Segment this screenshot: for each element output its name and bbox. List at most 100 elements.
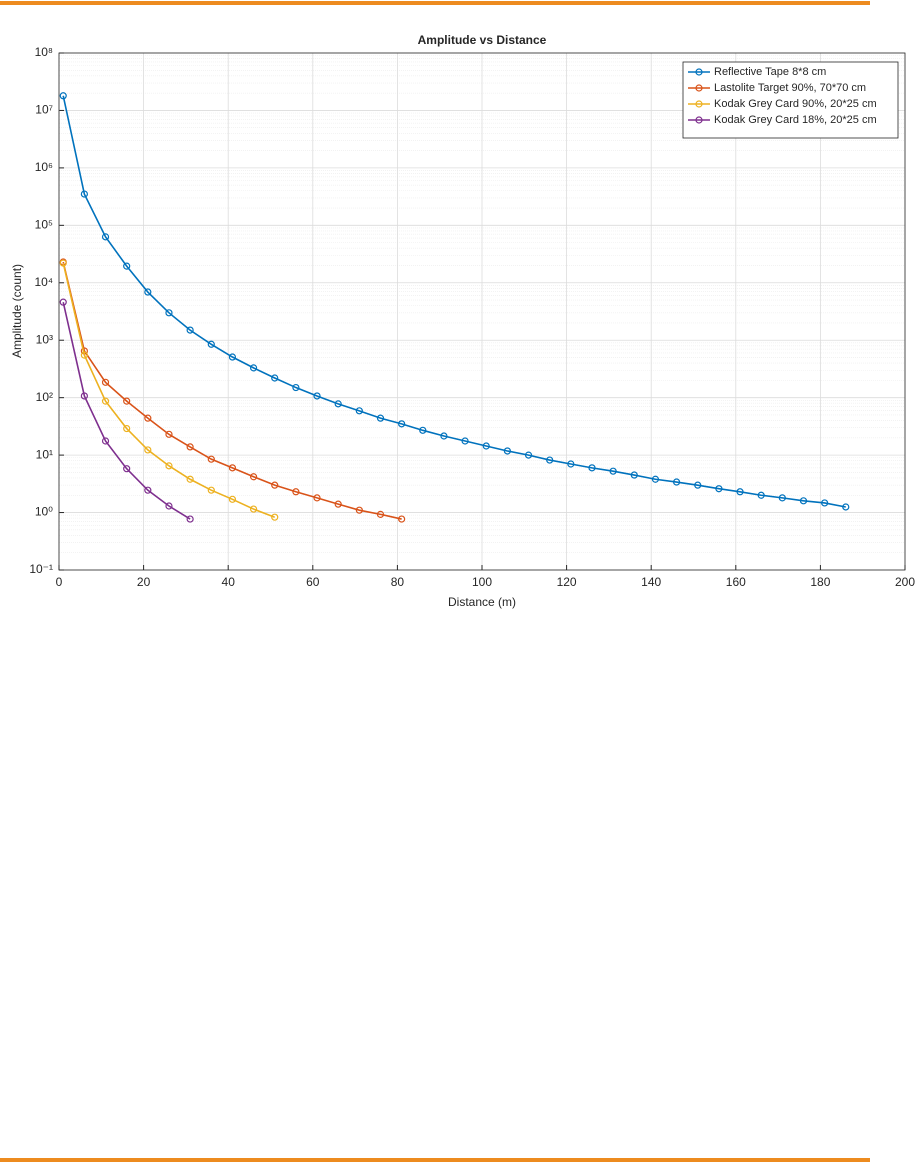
data-point — [101, 397, 110, 405]
data-point — [630, 471, 638, 479]
legend-marker — [695, 116, 703, 124]
plot-frame — [58, 52, 906, 571]
data-point — [144, 414, 152, 422]
data-point — [165, 430, 173, 438]
data-point — [419, 426, 427, 434]
y-tick-label: 10⁴ — [34, 275, 53, 289]
data-point — [461, 437, 469, 445]
data-point — [694, 481, 702, 489]
x-tick-label: 120 — [557, 575, 577, 589]
data-point — [228, 353, 237, 361]
data-point — [144, 288, 152, 296]
data-point — [186, 475, 194, 483]
data-point — [123, 424, 131, 433]
data-point — [59, 92, 67, 100]
data-point — [228, 464, 237, 472]
data-point — [271, 513, 279, 521]
x-tick-label: 140 — [641, 575, 661, 589]
y-tick-label: 10⁵ — [35, 218, 53, 232]
y-axis-label: Amplitude (count) — [10, 264, 24, 358]
data-point — [736, 488, 744, 496]
data-point — [503, 447, 511, 455]
data-point — [101, 437, 110, 445]
data-point — [144, 486, 152, 494]
y-tick-label: 10² — [36, 390, 53, 404]
data-point — [334, 500, 342, 508]
data-point — [59, 259, 67, 267]
chart-title: Amplitude vs Distance — [418, 33, 547, 47]
data-point — [440, 432, 448, 440]
x-tick-label: 40 — [222, 575, 236, 589]
y-tick-label: 10⁷ — [35, 103, 53, 117]
x-tick-label: 0 — [56, 575, 63, 589]
data-point — [207, 340, 215, 348]
legend-label: Reflective Tape 8*8 cm — [714, 66, 826, 78]
data-point — [398, 515, 406, 523]
data-point — [355, 407, 363, 415]
data-point — [376, 510, 385, 518]
data-point — [821, 499, 829, 507]
data-point — [144, 446, 152, 454]
data-point — [271, 481, 279, 489]
data-point — [609, 467, 617, 475]
data-point — [165, 502, 173, 510]
data-point — [59, 298, 67, 306]
data-point — [249, 505, 258, 513]
data-point — [228, 495, 237, 503]
legend: Reflective Tape 8*8 cm Lastolite Target 9… — [682, 61, 899, 139]
data-point — [186, 515, 194, 523]
data-point — [651, 475, 660, 483]
y-tick-label: 10⁸ — [35, 45, 53, 59]
legend-marker — [695, 84, 703, 92]
data-point — [313, 494, 321, 502]
data-point — [567, 460, 575, 468]
legend-box — [682, 61, 899, 139]
legend-marker — [695, 68, 703, 76]
data-point — [123, 262, 131, 270]
data-point — [292, 488, 300, 496]
data-point — [398, 420, 406, 428]
data-point — [588, 464, 596, 472]
data-point — [207, 455, 215, 463]
y-tick-label: 10⁻¹ — [29, 562, 53, 576]
data-point — [292, 383, 300, 392]
data-point — [524, 451, 533, 459]
y-tick-label: 10¹ — [36, 447, 53, 461]
x-tick-label: 80 — [391, 575, 405, 589]
legend-label: Kodak Grey Card 18%, 20*25 cm — [714, 114, 877, 126]
x-tick-label: 20 — [137, 575, 151, 589]
data-point — [715, 485, 723, 493]
series-line — [62, 261, 402, 520]
data-point — [186, 443, 194, 451]
x-tick-label: 100 — [472, 575, 492, 589]
x-axis-label: Distance (m) — [448, 595, 516, 609]
data-point — [123, 397, 131, 405]
data-point — [165, 309, 173, 317]
x-tick-label: 200 — [895, 575, 915, 589]
data-point — [249, 364, 258, 372]
data-point — [546, 456, 554, 464]
data-point — [842, 503, 850, 511]
data-point — [313, 392, 321, 400]
data-point — [165, 462, 173, 470]
data-point — [101, 233, 110, 241]
data-point — [482, 442, 490, 450]
data-point — [186, 326, 194, 334]
data-point — [101, 378, 110, 386]
legend-label: Kodak Grey Card 90%, 20*25 cm — [714, 98, 877, 110]
y-tick-label: 10⁰ — [35, 505, 53, 519]
data-point — [334, 400, 342, 408]
data-point — [80, 351, 88, 359]
series-line — [62, 262, 276, 518]
data-point — [757, 491, 765, 499]
data-point — [80, 190, 88, 198]
data-point — [778, 494, 786, 502]
data-point — [249, 473, 258, 481]
legend-marker — [695, 100, 703, 108]
legend-label: Lastolite Target 90%, 70*70 cm — [714, 82, 866, 94]
data-point — [355, 506, 363, 514]
y-tick-label: 10³ — [36, 332, 53, 346]
x-tick-label: 60 — [306, 575, 320, 589]
